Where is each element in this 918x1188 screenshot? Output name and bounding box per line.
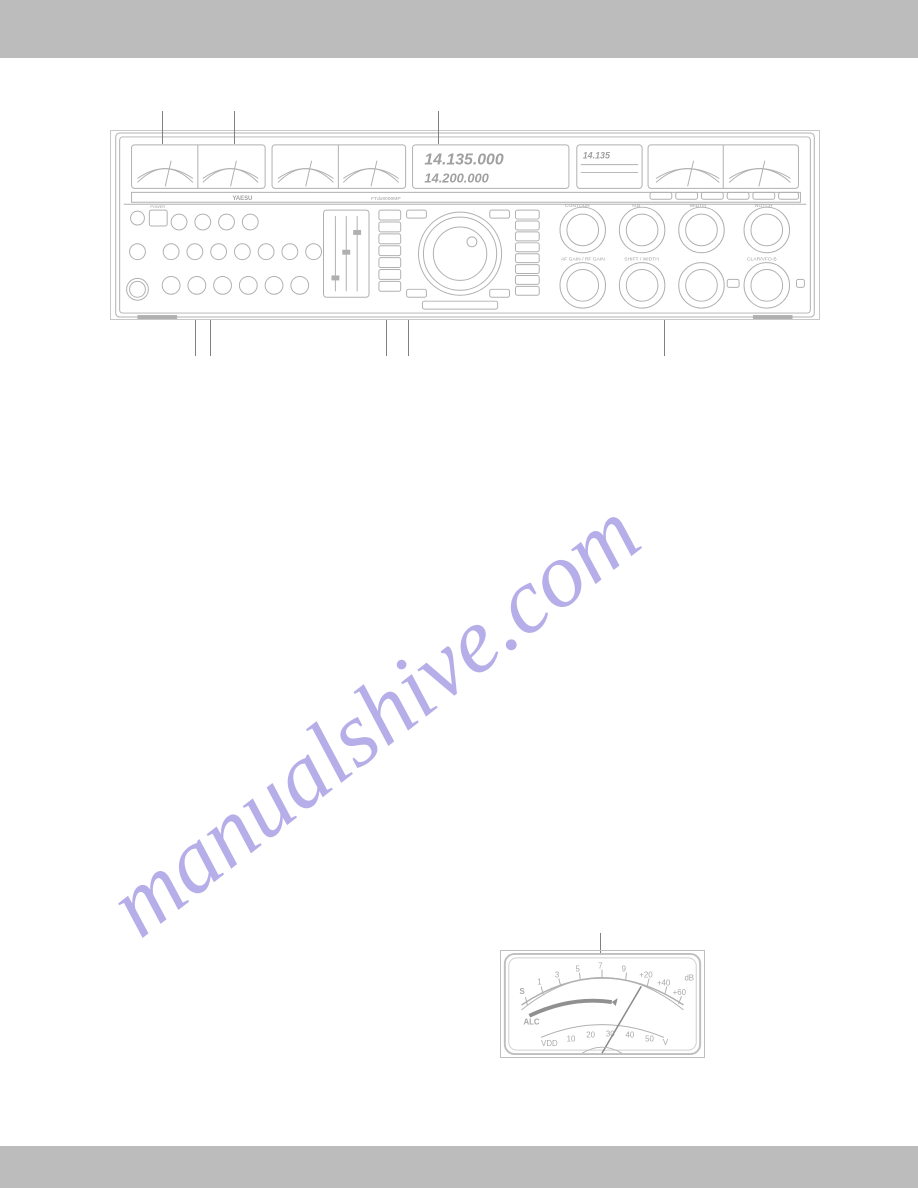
radio-illustration: 14.135.000 14.200.000 14.135 YAESU FTdx9… <box>110 130 820 320</box>
brand-text: YAESU <box>232 196 252 202</box>
meter-5: 5 <box>576 965 581 974</box>
vdd-10: 10 <box>567 1034 576 1043</box>
vdd-20: 20 <box>586 1030 595 1039</box>
callout-bot-3 <box>386 320 387 356</box>
sub-freq-text: 14.200.000 <box>424 170 489 185</box>
meter-40: +40 <box>657 978 671 987</box>
callout-bot-4 <box>408 320 409 356</box>
vdd-50: 50 <box>645 1034 654 1043</box>
footer-bar <box>0 1146 918 1188</box>
vdd-v: V <box>663 1038 669 1047</box>
mode-buttons-right <box>515 210 539 295</box>
svg-text:NOTCH: NOTCH <box>755 203 773 209</box>
main-freq-text: 14.135.000 <box>424 152 503 169</box>
meter-7: 7 <box>598 962 602 971</box>
callout-top-1 <box>162 111 163 144</box>
svg-text:AF GAIN / RF GAIN: AF GAIN / RF GAIN <box>561 257 605 263</box>
meter-s: S <box>520 987 525 996</box>
svg-text:CONTOUR: CONTOUR <box>565 203 590 209</box>
svg-text:manualshive.com: manualshive.com <box>90 481 658 956</box>
svg-text:SHIFT / WIDTH: SHIFT / WIDTH <box>624 257 659 263</box>
meter-alc: ALC <box>523 1018 539 1027</box>
radio-svg: 14.135.000 14.200.000 14.135 YAESU FTdx9… <box>111 131 819 319</box>
meter-60: +60 <box>673 988 687 997</box>
meter-20: +20 <box>639 971 653 980</box>
header-bar <box>0 0 918 58</box>
model-text: FTdx9000MP <box>371 196 401 202</box>
small-meter-figure: S 1 3 5 7 9 +20 +40 +60 dB ALC VDD 10 20… <box>500 950 705 1058</box>
band-buttons-left <box>379 210 401 291</box>
svg-text:N.B: N.B <box>632 203 641 209</box>
svg-text:CLAR/VFO-B: CLAR/VFO-B <box>747 257 777 263</box>
meter-1: 1 <box>537 977 541 986</box>
callout-bot-1 <box>195 320 196 356</box>
meter-3: 3 <box>555 971 560 980</box>
meter-vdd: VDD <box>541 1039 558 1048</box>
meter-9: 9 <box>622 965 626 974</box>
svg-text:WIDTH: WIDTH <box>690 203 707 209</box>
meter-db: dB <box>684 973 694 982</box>
vdd-40: 40 <box>626 1030 635 1039</box>
svg-text:POWER: POWER <box>150 204 165 209</box>
sub-right-text: 14.135 <box>583 151 611 161</box>
callout-bot-2 <box>210 320 211 356</box>
callout-top-2 <box>234 111 235 144</box>
callout-top-3 <box>438 111 439 144</box>
callout-bot-5 <box>664 320 665 356</box>
